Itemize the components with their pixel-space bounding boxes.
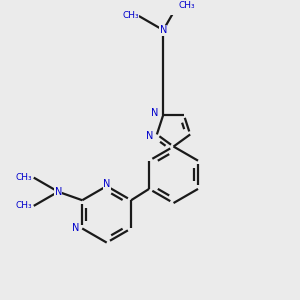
Text: N: N	[146, 131, 153, 141]
Text: N: N	[160, 25, 167, 35]
Text: CH₃: CH₃	[179, 1, 196, 10]
Text: CH₃: CH₃	[122, 11, 139, 20]
Text: N: N	[72, 224, 80, 233]
Text: N: N	[151, 108, 158, 118]
Text: CH₃: CH₃	[16, 173, 32, 182]
Text: CH₃: CH₃	[16, 201, 32, 210]
Text: N: N	[55, 187, 62, 197]
Text: N: N	[103, 179, 110, 189]
